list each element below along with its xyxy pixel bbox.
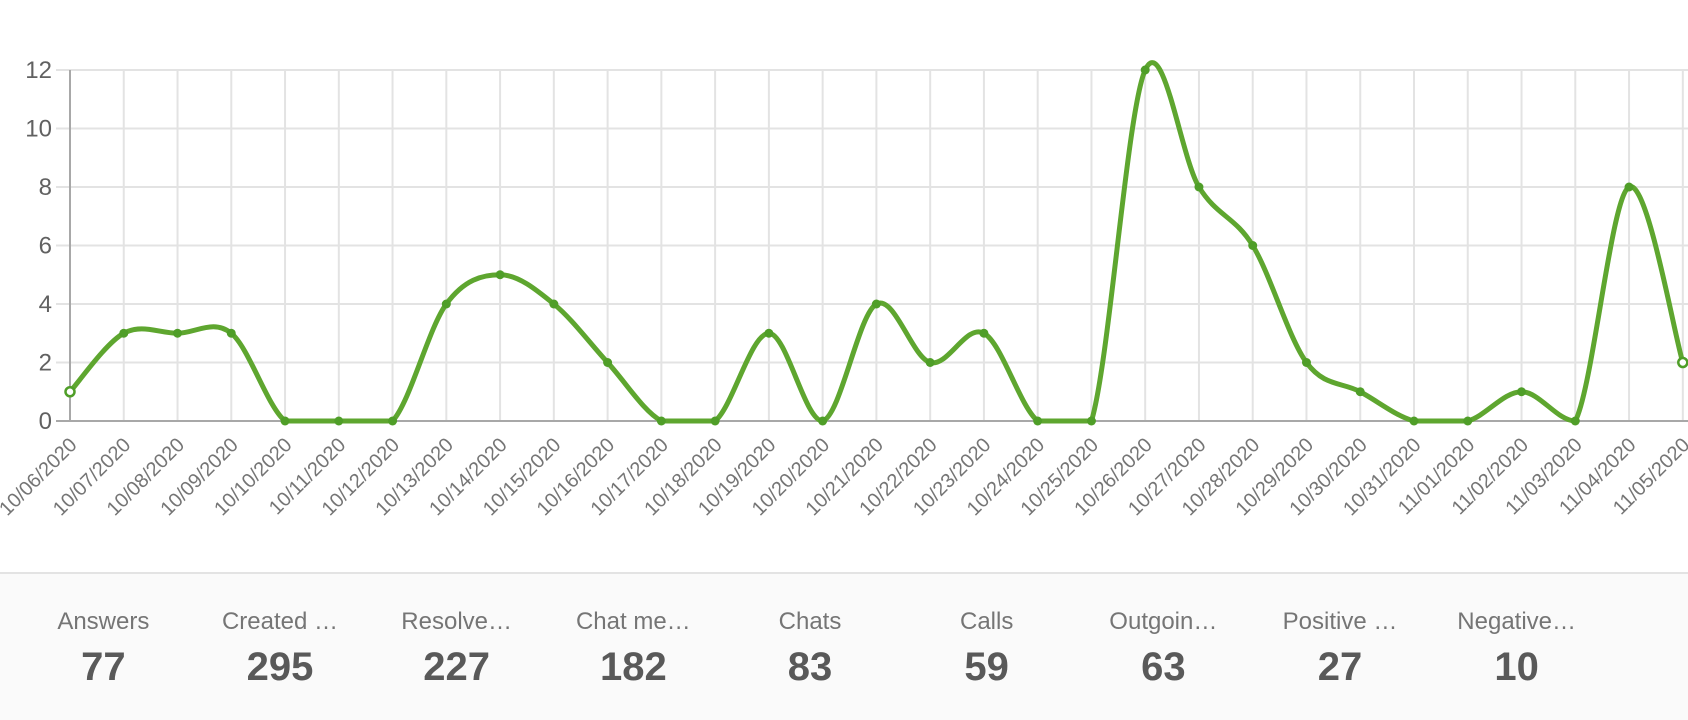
stat-value: 182	[599, 645, 667, 689]
stat-item-positive: Positive … 27	[1252, 607, 1429, 689]
data-point-marker	[549, 299, 559, 309]
data-point-marker	[173, 328, 183, 338]
data-point-marker	[764, 328, 774, 338]
stat-item-outgoing: Outgoin… 63	[1075, 607, 1252, 689]
data-point-marker	[1517, 387, 1527, 397]
y-axis-tick-label: 8	[39, 174, 52, 201]
stat-label: Negative…	[1457, 608, 1577, 635]
stat-label: Created …	[221, 608, 339, 635]
data-point-marker	[388, 416, 398, 426]
data-point-marker	[1301, 358, 1311, 367]
data-point-marker	[495, 270, 505, 280]
stat-item-chats: Chats 83	[722, 607, 899, 689]
y-axis-tick-label: 0	[39, 408, 52, 435]
data-point-marker	[334, 416, 344, 426]
data-point-marker	[656, 416, 666, 426]
data-point-marker	[1409, 416, 1419, 426]
stat-label: Positive …	[1282, 608, 1398, 635]
data-point-marker	[1194, 182, 1204, 192]
data-point-marker	[226, 328, 236, 338]
data-point-marker	[1624, 182, 1634, 192]
y-axis-tick-label: 10	[25, 116, 52, 143]
stat-label: Outgoin…	[1109, 608, 1218, 635]
y-axis-tick-label: 4	[39, 291, 52, 318]
y-axis-tick-label: 2	[39, 350, 52, 377]
stat-item-chat-messages: Chat me… 182	[545, 607, 722, 689]
stat-value: 27	[1317, 645, 1363, 689]
stat-value: 77	[81, 645, 126, 689]
data-point-marker	[1140, 65, 1150, 75]
data-point-marker	[925, 358, 935, 367]
stat-value: 83	[787, 645, 833, 689]
stat-item-calls: Calls 59	[898, 607, 1075, 689]
stat-item-negative: Negative… 10	[1428, 607, 1605, 689]
data-point-marker	[1570, 416, 1580, 426]
data-point-marker	[1355, 387, 1365, 397]
stat-item-resolved: Resolve… 227	[368, 607, 545, 689]
stat-item-answers: Answers 77	[15, 607, 192, 689]
stat-label: Chat me…	[575, 608, 691, 635]
data-point-marker	[1463, 416, 1473, 426]
performance-line-chart: 02468101210/06/202010/07/202010/08/20201…	[0, 57, 1688, 520]
data-point-marker	[871, 299, 881, 309]
data-point-marker	[1248, 241, 1258, 250]
stat-value: 227	[423, 645, 491, 689]
stats-summary-panel: Answers 77 Created … 295 Resolve… 227 Ch…	[0, 572, 1688, 720]
stat-label: Calls	[959, 608, 1014, 635]
stat-value: 10	[1494, 645, 1539, 689]
stat-item-created: Created … 295	[192, 607, 369, 689]
y-axis-tick-label: 12	[25, 57, 52, 84]
stat-label: Answers	[57, 608, 150, 635]
data-point-marker	[280, 416, 290, 426]
data-point-marker	[818, 416, 828, 426]
stat-value: 295	[246, 645, 314, 689]
data-point-marker	[119, 328, 129, 338]
stat-label: Chats	[778, 608, 842, 635]
data-point-marker	[1033, 416, 1043, 426]
data-point-marker	[64, 386, 76, 398]
y-axis-tick-label: 6	[39, 233, 52, 260]
stat-value: 63	[1141, 645, 1186, 689]
stat-label: Resolve…	[401, 608, 513, 635]
data-point-marker	[603, 358, 613, 367]
data-point-marker	[1086, 416, 1096, 426]
stats-row: Answers 77 Created … 295 Resolve… 227 Ch…	[15, 574, 1605, 689]
data-point-marker	[441, 299, 451, 309]
stat-value: 59	[964, 645, 1009, 689]
data-point-marker	[979, 328, 989, 338]
data-point-marker	[1677, 356, 1688, 369]
data-point-marker	[710, 416, 720, 426]
